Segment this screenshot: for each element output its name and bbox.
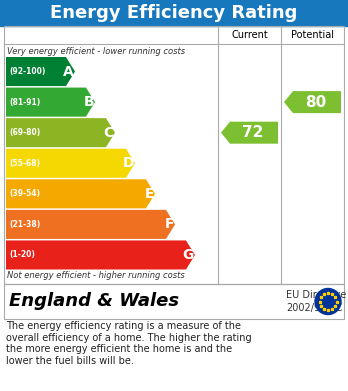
Text: A: A [63, 65, 74, 79]
Polygon shape [6, 57, 75, 86]
Text: England & Wales: England & Wales [9, 292, 179, 310]
Text: (69-80): (69-80) [9, 128, 40, 137]
Text: (92-100): (92-100) [9, 67, 45, 76]
Circle shape [315, 289, 341, 314]
Text: (21-38): (21-38) [9, 220, 40, 229]
Text: Current: Current [231, 30, 268, 40]
Text: (81-91): (81-91) [9, 98, 40, 107]
Bar [4, 26, 344, 284]
Text: 80: 80 [305, 95, 326, 109]
Text: C: C [104, 126, 114, 140]
Text: E: E [144, 187, 154, 201]
Text: The energy efficiency rating is a measure of the
overall efficiency of a home. T: The energy efficiency rating is a measur… [6, 321, 252, 366]
Text: D: D [122, 156, 134, 170]
Text: (55-68): (55-68) [9, 159, 40, 168]
Text: (1-20): (1-20) [9, 251, 35, 260]
Text: B: B [84, 95, 94, 109]
Polygon shape [6, 240, 195, 269]
Polygon shape [6, 179, 155, 208]
Polygon shape [6, 118, 115, 147]
Text: Potential: Potential [291, 30, 334, 40]
Text: (39-54): (39-54) [9, 189, 40, 198]
Text: EU Directive
2002/91/EC: EU Directive 2002/91/EC [286, 290, 346, 313]
Polygon shape [6, 88, 95, 117]
Polygon shape [284, 91, 341, 113]
Polygon shape [221, 122, 278, 143]
Text: Not energy efficient - higher running costs: Not energy efficient - higher running co… [7, 271, 185, 280]
Text: F: F [165, 217, 174, 231]
Text: Energy Efficiency Rating: Energy Efficiency Rating [50, 4, 298, 22]
Polygon shape [6, 149, 135, 178]
Bar [4, 284, 344, 319]
Text: G: G [183, 248, 194, 262]
Text: 72: 72 [242, 125, 263, 140]
Text: Very energy efficient - lower running costs: Very energy efficient - lower running co… [7, 47, 185, 57]
Polygon shape [6, 210, 175, 239]
Bar [0, 0, 348, 26]
